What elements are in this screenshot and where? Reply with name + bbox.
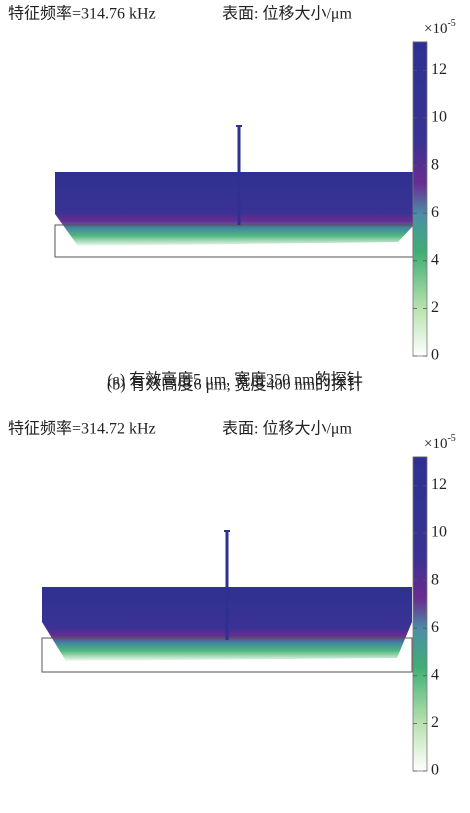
figure: 特征频率=314.76 kHz表面: 位移大小/μm024681012×10-5…	[0, 0, 470, 813]
multiplier-exponent: -5	[447, 433, 455, 444]
colorbar-tick-label: 10	[431, 524, 447, 541]
colorbar-tick-label: 2	[431, 714, 439, 731]
panel-caption: (b) 有效高度6 μm, 宽度400 nm的探针	[107, 376, 363, 394]
colorbar	[413, 42, 427, 356]
colorbar-tick-label: 4	[431, 666, 439, 683]
colorbar-tick-label: 4	[431, 251, 439, 268]
colorbar-tick-label: 6	[431, 204, 439, 221]
colorbar-tick-label: 8	[431, 156, 439, 173]
surface-label: 表面: 位移大小/μm	[222, 5, 352, 23]
panel-title: 特征频率=314.76 kHz	[8, 5, 156, 23]
surface-label: 表面: 位移大小/μm	[222, 420, 352, 438]
colorbar-multiplier: ×10-5	[424, 18, 456, 37]
colorbar-tick-label: 12	[431, 476, 447, 493]
colorbar-tick-label: 0	[431, 762, 439, 779]
colorbar-tick-label: 0	[431, 347, 439, 364]
beam-surface	[55, 172, 413, 246]
colorbar-tick-label: 8	[431, 571, 439, 588]
colorbar-tick-label: 12	[431, 61, 447, 78]
multiplier-base: ×10	[424, 436, 447, 452]
colorbar-tick-label: 10	[431, 109, 447, 126]
colorbar-tick-label: 6	[431, 619, 439, 636]
colorbar-tick-label: 2	[431, 299, 439, 316]
multiplier-base: ×10	[424, 21, 447, 37]
multiplier-exponent: -5	[447, 18, 455, 29]
panel-title: 特征频率=314.72 kHz	[8, 420, 156, 438]
colorbar-multiplier: ×10-5	[424, 433, 456, 452]
colorbar	[413, 457, 427, 771]
